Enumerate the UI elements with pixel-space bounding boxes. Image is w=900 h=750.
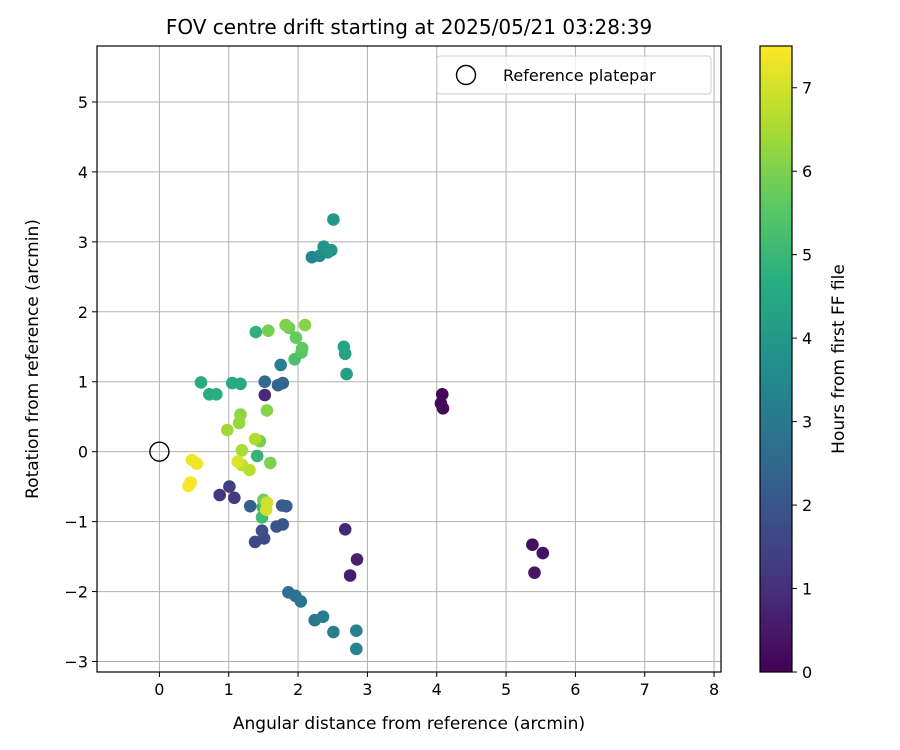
colorbar-tick-label: 7 bbox=[802, 79, 812, 98]
colorbar-tick-label: 5 bbox=[802, 246, 812, 265]
data-point bbox=[248, 432, 262, 446]
reference-point bbox=[149, 441, 170, 462]
data-point bbox=[194, 376, 208, 389]
data-point bbox=[258, 388, 272, 402]
data-point bbox=[260, 404, 274, 417]
data-point bbox=[276, 518, 290, 531]
colorbar: 0 1 2 3 4 5 6 7 Hours from first FF file bbox=[759, 45, 849, 682]
data-point bbox=[528, 566, 541, 579]
data-point bbox=[228, 491, 241, 505]
data-point bbox=[221, 423, 234, 437]
data-point bbox=[316, 610, 330, 623]
data-point bbox=[350, 624, 363, 637]
data-point bbox=[223, 480, 236, 493]
colorbar-tick-label: 3 bbox=[802, 413, 812, 432]
data-point bbox=[190, 457, 204, 470]
y-tick-label: 5 bbox=[78, 93, 88, 112]
data-point bbox=[276, 376, 290, 390]
data-point bbox=[274, 358, 288, 372]
colorbar-tick-label: 2 bbox=[802, 496, 812, 515]
data-point bbox=[213, 488, 226, 502]
y-axis-label: Rotation from reference (arcmin) bbox=[23, 219, 43, 499]
data-point bbox=[210, 388, 223, 401]
data-point bbox=[259, 503, 273, 516]
data-point bbox=[337, 340, 351, 354]
data-point bbox=[526, 538, 539, 551]
data-point bbox=[350, 642, 363, 656]
x-tick-label: 3 bbox=[362, 680, 372, 699]
colorbar-ticks: 0 1 2 3 4 5 6 7 bbox=[792, 79, 812, 682]
gridlines bbox=[97, 46, 721, 672]
data-point bbox=[258, 375, 272, 389]
data-point bbox=[298, 318, 312, 332]
data-point bbox=[325, 243, 338, 257]
data-point bbox=[225, 376, 239, 390]
x-tick-label: 5 bbox=[501, 680, 511, 699]
x-tick-label: 8 bbox=[709, 680, 719, 699]
x-tick-label: 1 bbox=[224, 680, 234, 699]
y-tick-label: 1 bbox=[78, 373, 88, 392]
legend: Reference platepar bbox=[436, 55, 712, 95]
x-axis-label: Angular distance from reference (arcmin) bbox=[233, 714, 585, 734]
legend-entry-reference: Reference platepar bbox=[503, 66, 656, 85]
x-tick-label: 7 bbox=[640, 680, 650, 699]
data-point bbox=[280, 499, 293, 513]
colorbar-tick-label: 4 bbox=[802, 329, 812, 348]
data-point bbox=[350, 553, 364, 566]
data-point bbox=[343, 569, 357, 582]
y-tick-label: 4 bbox=[78, 163, 88, 182]
data-point bbox=[536, 546, 550, 560]
chart-title: FOV centre drift starting at 2025/05/21 … bbox=[166, 15, 652, 39]
x-ticks: 0 1 2 3 4 5 6 7 8 bbox=[154, 672, 719, 699]
data-point bbox=[182, 479, 195, 493]
data-point bbox=[340, 367, 353, 381]
legend-box bbox=[436, 55, 712, 95]
data-point bbox=[243, 499, 257, 513]
x-tick-label: 4 bbox=[432, 680, 442, 699]
data-point bbox=[262, 324, 275, 338]
x-tick-label: 6 bbox=[570, 680, 580, 699]
colorbar-tick-label: 0 bbox=[802, 663, 812, 682]
data-point bbox=[338, 523, 352, 536]
colorbar-tick-label: 6 bbox=[802, 162, 812, 181]
data-point bbox=[295, 341, 309, 355]
data-point bbox=[279, 318, 292, 332]
y-tick-label: −2 bbox=[64, 583, 88, 602]
data-point bbox=[327, 213, 340, 226]
data-point bbox=[250, 449, 264, 463]
y-tick-label: −1 bbox=[64, 513, 88, 532]
y-tick-label: 2 bbox=[78, 303, 88, 322]
data-point bbox=[231, 455, 244, 468]
data-point bbox=[436, 402, 450, 415]
legend-marker-icon bbox=[455, 64, 477, 86]
colorbar-gradient bbox=[759, 45, 793, 673]
colorbar-label: Hours from first FF file bbox=[829, 264, 849, 454]
plot-frame bbox=[96, 45, 722, 673]
data-point bbox=[327, 625, 340, 639]
y-tick-label: 0 bbox=[78, 443, 88, 462]
data-point bbox=[255, 524, 269, 537]
data-point bbox=[235, 444, 249, 457]
data-point bbox=[264, 456, 277, 470]
x-tick-label: 0 bbox=[154, 680, 164, 699]
colorbar-tick-label: 1 bbox=[802, 580, 812, 599]
data-point bbox=[294, 595, 308, 608]
y-tick-label: −3 bbox=[64, 653, 88, 672]
data-point bbox=[232, 416, 246, 430]
data-point bbox=[249, 325, 263, 339]
y-ticks: −3 −2 −1 0 1 2 3 4 5 bbox=[64, 93, 97, 672]
data-point bbox=[289, 331, 303, 345]
y-tick-label: 3 bbox=[78, 233, 88, 252]
x-tick-label: 2 bbox=[293, 680, 303, 699]
points-layer bbox=[149, 213, 550, 656]
